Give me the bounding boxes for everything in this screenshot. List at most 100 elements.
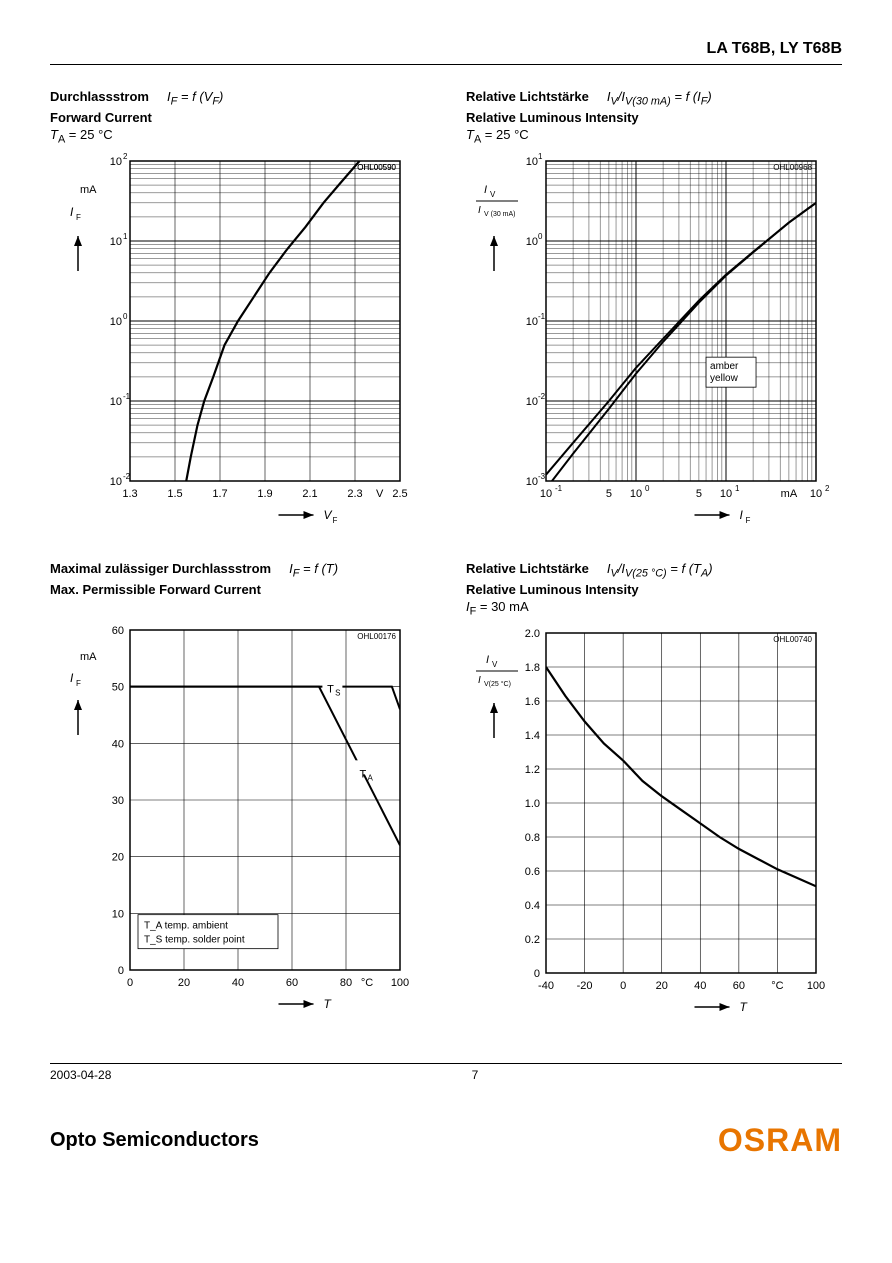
svg-text:T: T — [327, 683, 334, 695]
svg-text:1: 1 — [735, 484, 740, 493]
svg-text:I: I — [740, 508, 744, 522]
svg-text:-1: -1 — [123, 392, 131, 401]
svg-text:0.2: 0.2 — [525, 934, 540, 946]
svg-text:50: 50 — [112, 681, 124, 693]
chart3-title-en-row: Max. Permissible Forward Current — [50, 582, 426, 597]
svg-text:V: V — [492, 660, 498, 669]
chart2-title-de: Relative Lichtstärke — [466, 89, 589, 104]
svg-text:20: 20 — [656, 980, 668, 992]
chart4-func: IV/IV(25 °C) = f (TA) — [607, 561, 713, 576]
charts-grid: Durchlassstrom IF = f (VF) Forward Curre… — [50, 89, 842, 1023]
svg-text:V (30 mA): V (30 mA) — [484, 211, 516, 218]
svg-text:A: A — [368, 773, 374, 782]
chart2-sub: TA = 25 °C — [466, 127, 842, 146]
svg-text:1.5: 1.5 — [167, 488, 182, 500]
page-header-title: LA T68B, LY T68B — [50, 40, 842, 58]
svg-text:10: 10 — [110, 396, 122, 408]
svg-text:60: 60 — [733, 980, 745, 992]
svg-text:0: 0 — [538, 232, 543, 241]
svg-text:1.9: 1.9 — [257, 488, 272, 500]
svg-text:10: 10 — [110, 156, 122, 168]
svg-text:30: 30 — [112, 795, 124, 807]
svg-text:60: 60 — [286, 977, 298, 989]
svg-text:T_A temp. ambient: T_A temp. ambient — [144, 920, 228, 931]
svg-text:1.0: 1.0 — [525, 798, 540, 810]
svg-text:F: F — [746, 516, 751, 525]
chart3-svg: 020406080100°C0102030405060TSTAT_A temp.… — [50, 620, 420, 1020]
chart3-titles: Maximal zulässiger Durchlassstrom IF = f… — [50, 561, 426, 580]
svg-text:2.5: 2.5 — [392, 488, 407, 500]
svg-text:-1: -1 — [538, 312, 546, 321]
svg-text:-3: -3 — [538, 472, 546, 481]
chart-rel-lum-vs-if: Relative Lichtstärke IV/IV(30 mA) = f (I… — [466, 89, 842, 531]
svg-text:0: 0 — [534, 968, 540, 980]
svg-text:60: 60 — [112, 625, 124, 637]
chart3-title-de: Maximal zulässiger Durchlassstrom — [50, 561, 271, 576]
chart1-titles: Durchlassstrom IF = f (VF) — [50, 89, 426, 108]
chart1-title-en-row: Forward Current — [50, 110, 426, 125]
svg-text:I: I — [478, 675, 481, 686]
svg-text:0: 0 — [620, 980, 626, 992]
footer-opto: Opto Semiconductors — [50, 1129, 259, 1152]
footer-spacer — [839, 1068, 842, 1082]
svg-text:mA: mA — [80, 184, 97, 196]
svg-text:mA: mA — [80, 651, 97, 663]
svg-text:OHL00968: OHL00968 — [773, 163, 812, 172]
svg-text:V: V — [490, 190, 496, 199]
chart1-svg: 10-210-11001011021.31.51.71.92.12.3V2.5O… — [50, 151, 420, 531]
chart1-func: IF = f (VF) — [167, 89, 223, 104]
svg-text:1.6: 1.6 — [525, 696, 540, 708]
footer-pagenum: 7 — [472, 1068, 479, 1082]
svg-text:-2: -2 — [538, 392, 546, 401]
svg-text:0: 0 — [123, 312, 128, 321]
svg-text:0: 0 — [127, 977, 133, 989]
svg-text:10: 10 — [810, 488, 822, 500]
svg-text:°C: °C — [361, 977, 373, 989]
svg-text:40: 40 — [112, 738, 124, 750]
chart1-title-en: Forward Current — [50, 110, 152, 125]
chart-max-forward-current: Maximal zulässiger Durchlassstrom IF = f… — [50, 561, 426, 1023]
svg-text:1: 1 — [123, 232, 128, 241]
svg-text:I: I — [70, 205, 74, 219]
svg-text:100: 100 — [807, 980, 825, 992]
svg-text:10: 10 — [112, 908, 124, 920]
svg-text:I: I — [478, 205, 481, 216]
svg-text:40: 40 — [232, 977, 244, 989]
chart2-svg: 10-310-210-110010110-151005101mA102amber… — [466, 151, 836, 531]
svg-text:10: 10 — [540, 488, 552, 500]
footer-date: 2003-04-28 — [50, 1068, 111, 1082]
osram-logo: OSRAM — [718, 1122, 842, 1159]
svg-text:1.4: 1.4 — [525, 730, 540, 742]
chart3-title-en: Max. Permissible Forward Current — [50, 582, 261, 597]
svg-text:°C: °C — [771, 980, 783, 992]
svg-text:-1: -1 — [555, 484, 563, 493]
svg-text:OHL00740: OHL00740 — [773, 635, 812, 644]
svg-text:2.1: 2.1 — [302, 488, 317, 500]
svg-text:F: F — [76, 679, 81, 688]
svg-text:-20: -20 — [577, 980, 593, 992]
svg-text:10: 10 — [526, 236, 538, 248]
svg-text:10: 10 — [110, 476, 122, 488]
svg-text:OHL00176: OHL00176 — [357, 632, 396, 641]
svg-text:-40: -40 — [538, 980, 554, 992]
svg-text:I: I — [70, 671, 74, 685]
svg-text:T: T — [324, 997, 333, 1011]
svg-text:10: 10 — [526, 396, 538, 408]
chart-rel-lum-vs-temp: Relative Lichtstärke IV/IV(25 °C) = f (T… — [466, 561, 842, 1023]
svg-text:1.7: 1.7 — [212, 488, 227, 500]
chart4-title-en: Relative Luminous Intensity — [466, 582, 639, 597]
svg-text:10: 10 — [630, 488, 642, 500]
svg-text:F: F — [76, 213, 81, 222]
svg-text:V: V — [376, 488, 384, 500]
svg-text:I: I — [484, 184, 487, 196]
svg-text:1.3: 1.3 — [122, 488, 137, 500]
svg-text:5: 5 — [696, 488, 702, 500]
chart-forward-current: Durchlassstrom IF = f (VF) Forward Curre… — [50, 89, 426, 531]
svg-text:amber: amber — [710, 361, 739, 372]
svg-text:10: 10 — [110, 236, 122, 248]
svg-text:0.6: 0.6 — [525, 866, 540, 878]
svg-text:10: 10 — [720, 488, 732, 500]
chart4-sub: IF = 30 mA — [466, 599, 842, 618]
svg-text:S: S — [335, 688, 340, 697]
svg-text:T: T — [740, 1000, 749, 1014]
